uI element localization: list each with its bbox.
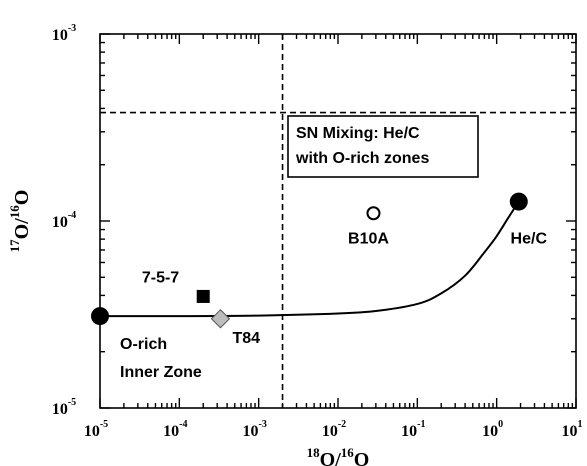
point-circle-filled [509,192,528,211]
x-tick-exponent: -1 [417,419,425,430]
x-tick-label: 10-5 [84,419,108,440]
dashed-lines [100,34,576,408]
x-title-sup2: 16 [341,445,355,460]
y-tick-base: 10 [52,214,68,231]
x-tick-base: 10 [84,423,100,440]
y-tick-label: 10-3 [52,23,76,44]
y-tick-label: 10-5 [52,397,76,418]
x-title-sup1: 18 [307,445,321,460]
x-tick-base: 10 [401,423,417,440]
annotation-box-line: SN Mixing: He/C [296,125,420,142]
point-label: He/C [511,231,548,248]
x-tick-label: 10-3 [242,419,266,440]
y-title-sup1: 17 [7,239,22,253]
annotation-inner-zone-line: Inner Zone [120,364,202,381]
x-tick-exponent: 1 [578,419,583,430]
y-tick-exponent: -4 [68,210,76,221]
point-label: 7-5-7 [142,269,179,286]
x-axis-title: 18O/16O [307,445,370,466]
x-tick-exponent: -2 [338,419,346,430]
x-tick-label: 101 [562,419,583,440]
x-tick-exponent: 0 [498,419,503,430]
point-labels: He/C 7-5-7 T84 B10A [142,230,548,347]
annotation-box-line: with O-rich zones [295,150,429,167]
x-tick-label: 100 [482,419,503,440]
x-tick-exponent: -3 [258,419,266,430]
x-tick-base: 10 [562,423,578,440]
y-tick-base: 10 [52,27,68,44]
x-tick-base: 10 [242,423,258,440]
x-title-end: O [354,449,370,466]
x-axis-tick-labels: 10-5 10-4 10-3 10-2 10-1 100 101 [84,419,583,440]
y-title-sup2: 16 [7,205,22,219]
x-tick-label: 10-2 [322,419,346,440]
data-points [91,192,528,329]
mixing-curve [99,201,520,318]
y-tick-label: 10-4 [52,210,76,231]
x-tick-base: 10 [163,423,179,440]
point-label: B10A [348,230,389,247]
y-tick-base: 10 [52,401,68,418]
x-tick-exponent: -5 [100,419,108,430]
annotations: SN Mixing: He/C with O-rich zones O-rich In… [120,115,479,381]
point-label: T84 [232,330,260,347]
plot-frame [99,33,577,409]
point-square [196,289,210,303]
x-tick-base: 10 [322,423,338,440]
y-title-end: O [11,190,33,206]
point-circle-open [366,206,381,221]
x-tick-label: 10-4 [163,419,187,440]
annotation-inner-zone-line: O-rich [120,336,167,353]
x-title-mid: O/ [320,449,342,466]
y-axis-ticks [100,33,576,409]
y-axis-tick-labels: 10-510-410-3 [52,23,76,418]
y-axis-title: 17O/16O [7,190,33,253]
y-tick-exponent: -5 [68,397,76,408]
x-tick-base: 10 [482,423,498,440]
x-tick-exponent: -4 [179,419,187,430]
x-axis-ticks [99,34,577,408]
point-diamond [210,309,231,329]
x-tick-label: 10-1 [401,419,425,440]
y-title-mid: O/ [11,218,33,240]
annotation-box [287,115,479,178]
y-tick-exponent: -3 [68,23,76,34]
